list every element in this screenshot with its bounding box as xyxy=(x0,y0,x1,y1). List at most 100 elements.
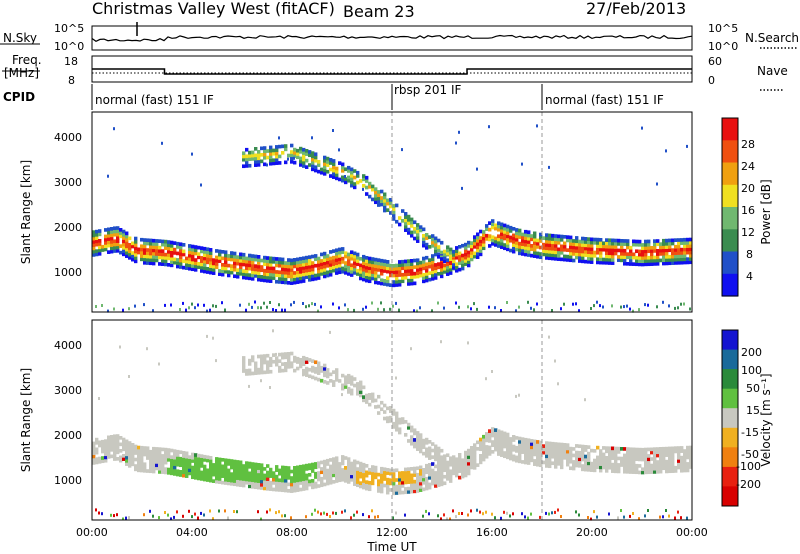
power-cell xyxy=(329,167,333,172)
power-cell xyxy=(305,149,309,153)
velocity-cell xyxy=(182,454,186,458)
velocity-cell xyxy=(272,471,276,475)
power-cell xyxy=(656,262,660,266)
velocity-cell xyxy=(647,454,651,458)
velocity-cell xyxy=(155,447,159,451)
power-cell xyxy=(479,249,483,253)
xtick-4: 16:00 xyxy=(476,526,508,539)
velocity-cell xyxy=(470,449,474,453)
power-cell xyxy=(362,184,366,188)
power-cell xyxy=(425,242,429,247)
power-cell xyxy=(647,255,651,260)
power-cell xyxy=(137,247,141,252)
power-cell xyxy=(251,263,255,268)
velocity-cell xyxy=(608,452,612,457)
power-noise-cell xyxy=(101,304,103,307)
velocity-cell xyxy=(131,449,135,454)
power-cell xyxy=(662,255,666,259)
power-cell xyxy=(281,257,285,262)
power-noise-cell xyxy=(182,301,184,305)
velocity-cell xyxy=(518,436,522,441)
velocity-cell xyxy=(467,448,471,453)
power-cell xyxy=(347,265,351,270)
power-cell xyxy=(281,267,285,272)
velocity-cell xyxy=(158,447,162,451)
power-cell xyxy=(623,248,627,253)
power-cell xyxy=(131,241,135,246)
power-cell xyxy=(284,267,288,272)
power-cell xyxy=(95,239,99,244)
velocity-noise-cell xyxy=(593,510,595,514)
power-cell xyxy=(245,256,249,261)
velocity-cell xyxy=(539,447,543,451)
velocity-cell xyxy=(605,449,609,454)
velocity-cell xyxy=(548,441,552,446)
colorbar-swatch xyxy=(722,427,738,448)
velocity-cell xyxy=(647,460,651,465)
velocity-cell xyxy=(443,474,447,479)
power-cell xyxy=(263,255,267,260)
power-cell xyxy=(512,227,516,231)
power-cell xyxy=(299,159,303,164)
velocity-cell xyxy=(281,355,285,360)
power-cell xyxy=(377,190,381,194)
power-cell xyxy=(431,264,435,268)
velocity-cell xyxy=(149,462,153,467)
velocity-cell xyxy=(599,462,603,466)
velocity-cell xyxy=(617,463,621,467)
power-cell xyxy=(410,272,414,276)
velocity-cell xyxy=(323,469,327,474)
power-cell xyxy=(371,270,375,274)
power-cell xyxy=(239,265,243,270)
power-noise-cell xyxy=(467,305,469,309)
velocity-cell xyxy=(563,446,567,450)
power-cell xyxy=(257,277,261,282)
velocity-noise-cell xyxy=(323,511,325,515)
power-cell xyxy=(305,272,309,276)
velocity-cell xyxy=(197,463,201,468)
velocity-noise-cell xyxy=(461,512,463,515)
power-cell xyxy=(323,159,327,163)
power-cell xyxy=(317,160,321,164)
power-cell xyxy=(332,165,336,170)
velocity-noise-cell xyxy=(557,508,559,512)
power-cell xyxy=(455,249,459,254)
velocity-cell xyxy=(101,449,105,454)
beam-title: Beam 23 xyxy=(343,2,415,21)
velocity-cell xyxy=(194,463,198,467)
velocity-cell xyxy=(185,471,189,475)
power-cell xyxy=(416,229,420,234)
velocity-noise-cell xyxy=(530,512,532,516)
velocity-cell xyxy=(143,469,147,473)
velocity-cell xyxy=(302,355,306,360)
velocity-cell xyxy=(404,477,408,481)
power-cell xyxy=(380,199,384,204)
velocity-cell xyxy=(473,456,477,460)
velocity-cell xyxy=(107,438,111,443)
power-noise-cell xyxy=(212,304,214,308)
velocity-cell xyxy=(254,371,258,375)
power-cell xyxy=(170,240,174,245)
velocity-cell xyxy=(287,352,291,356)
power-cell xyxy=(200,259,204,263)
velocity-cell xyxy=(455,460,459,465)
power-cell xyxy=(455,265,459,270)
velocity-cell xyxy=(113,440,117,445)
power-cell xyxy=(548,246,552,251)
velocity-cell xyxy=(302,362,306,367)
velocity-cell xyxy=(281,368,285,373)
power-cell xyxy=(152,251,156,256)
velocity-sparse-cell xyxy=(128,375,130,378)
velocity-cell xyxy=(113,444,117,448)
power-cell xyxy=(197,262,201,266)
velocity-cell xyxy=(209,459,213,463)
power-cell xyxy=(251,260,255,265)
velocity-cell xyxy=(557,455,561,460)
power-cell xyxy=(413,258,417,263)
velocity-cell xyxy=(560,462,564,466)
velocity-noise-cell xyxy=(596,515,598,519)
power-cell xyxy=(578,239,582,244)
velocity-cell xyxy=(239,467,243,471)
velocity-cell xyxy=(482,447,486,452)
